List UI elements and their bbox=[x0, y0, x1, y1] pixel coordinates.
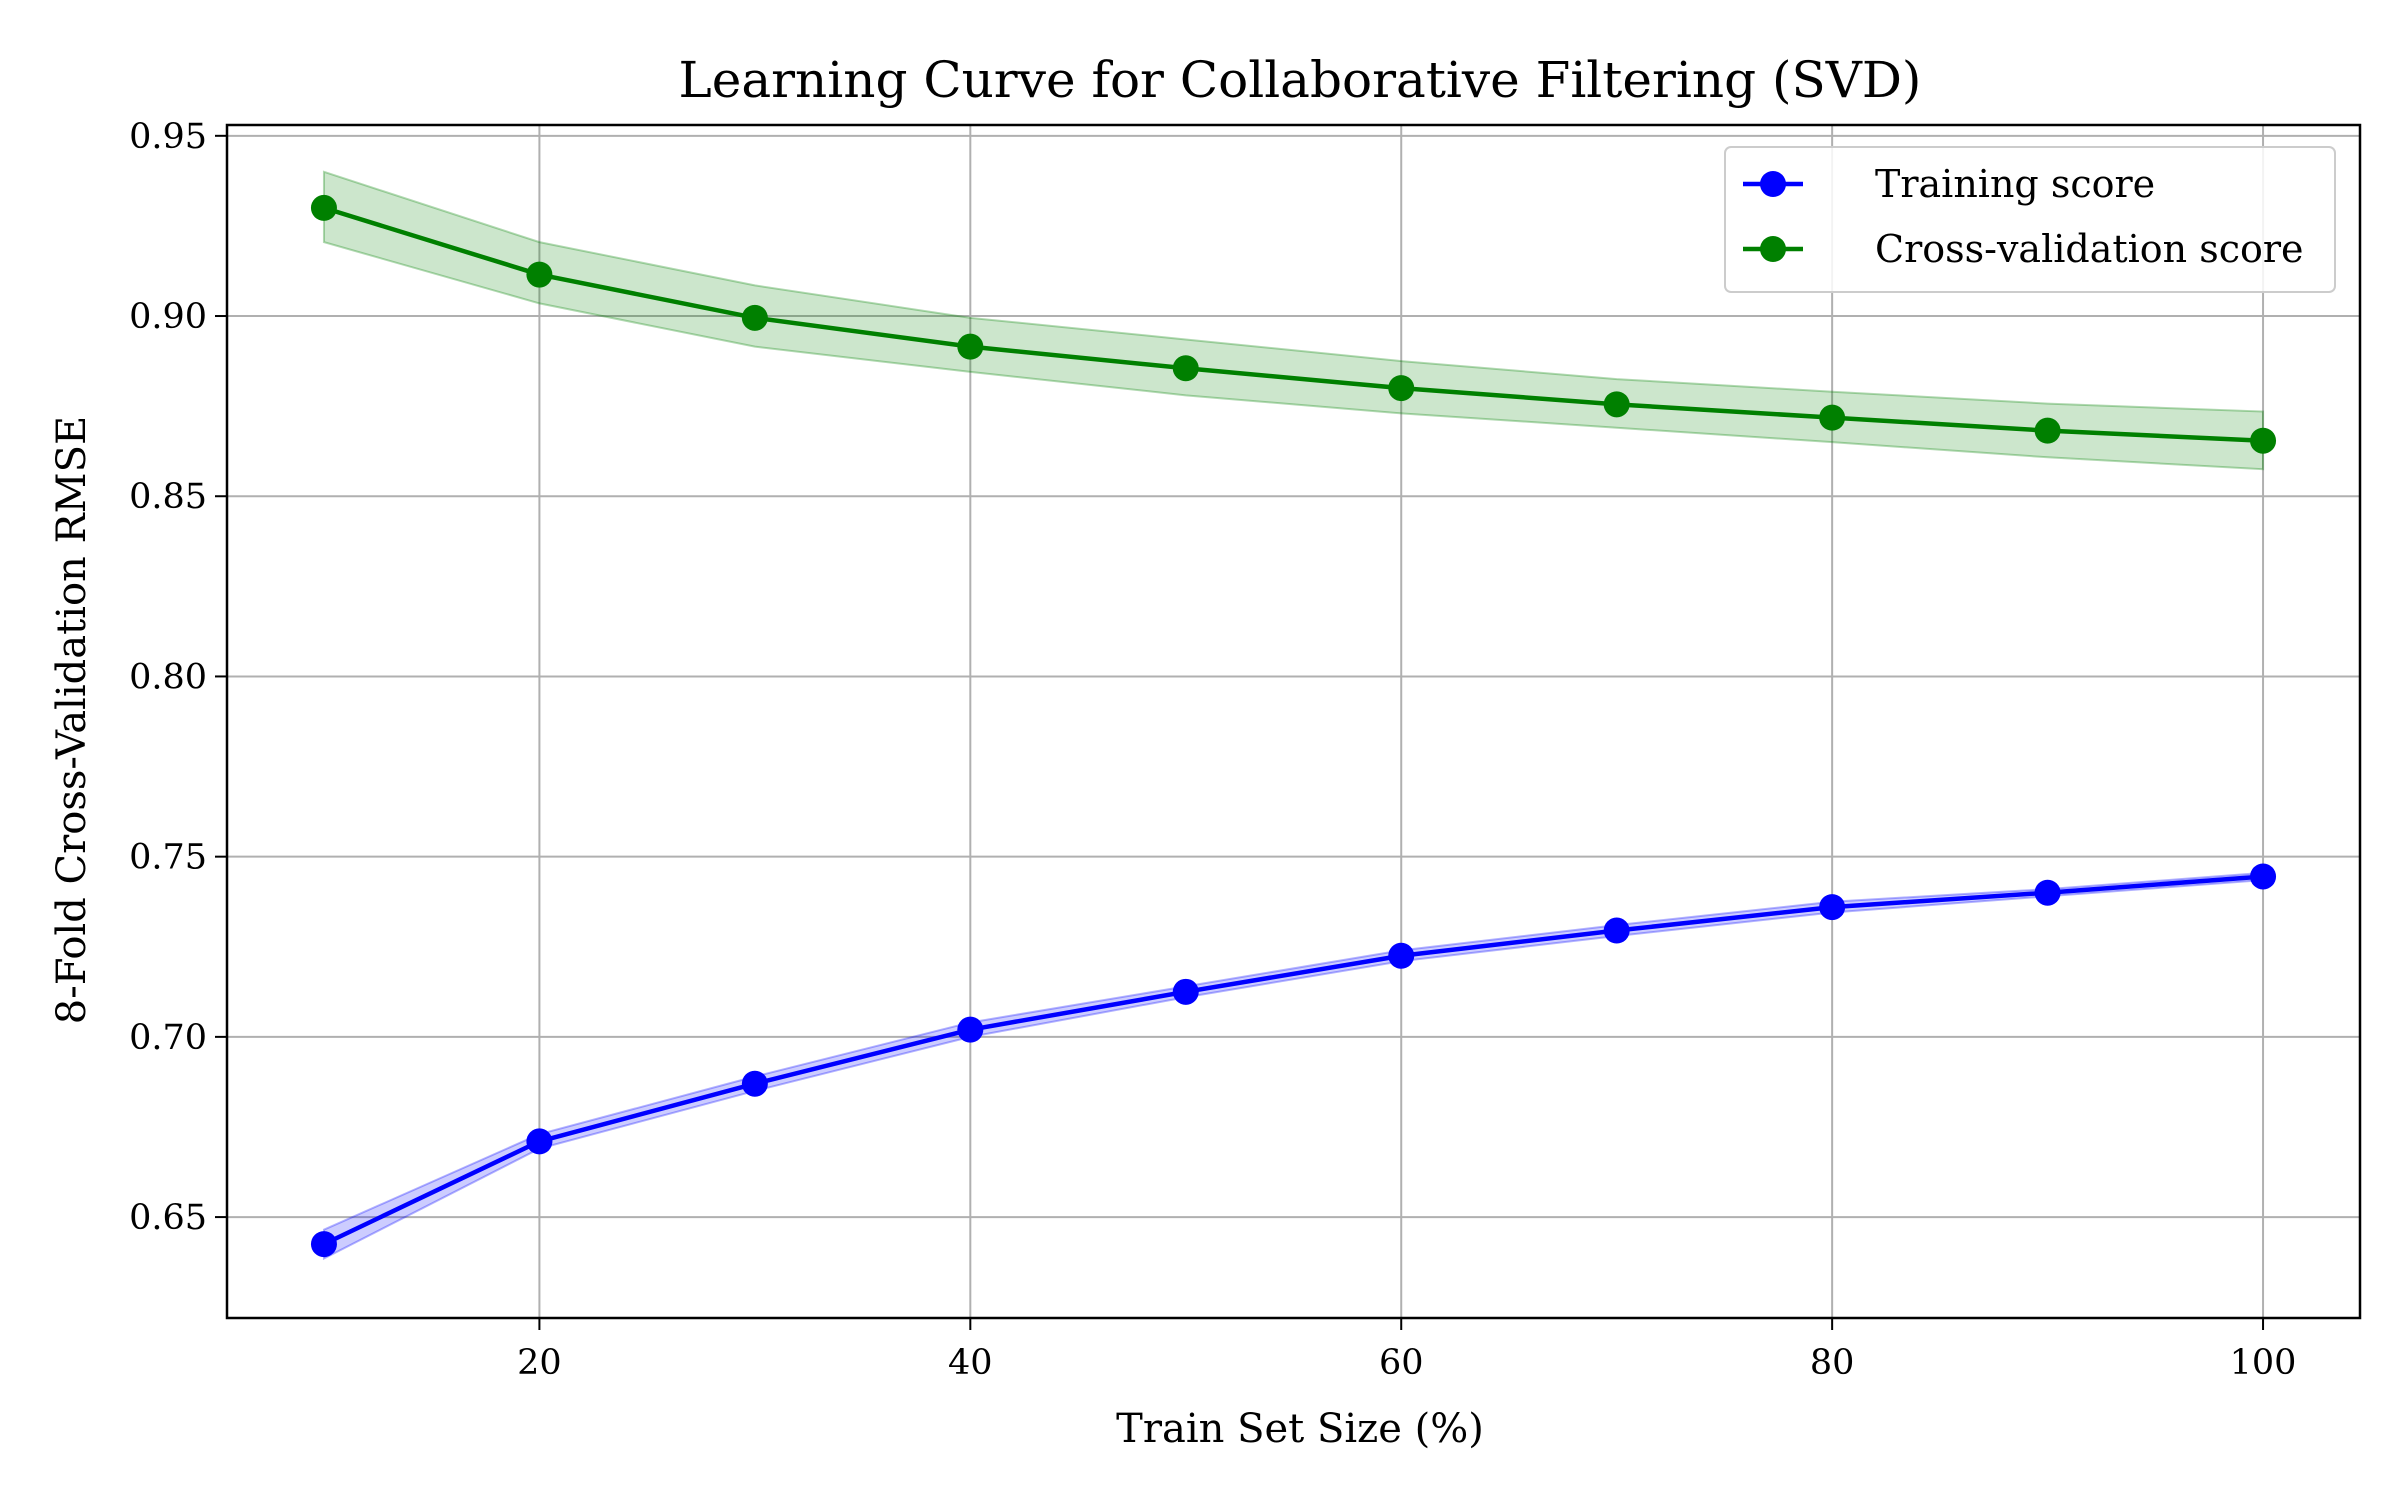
legend-training-marker bbox=[1760, 171, 1786, 197]
training-score-point bbox=[1388, 942, 1415, 969]
training-score-point bbox=[1172, 978, 1199, 1005]
x-tick-label: 60 bbox=[1379, 1343, 1424, 1383]
y-tick-label: 0.80 bbox=[129, 657, 207, 697]
training-score-point bbox=[526, 1128, 553, 1155]
legend-box bbox=[1724, 146, 2336, 293]
cross-validation-score-point bbox=[1388, 375, 1415, 402]
training-score-line bbox=[322, 874, 2264, 1247]
training-score-point bbox=[2034, 879, 2061, 906]
y-tick-label: 0.75 bbox=[129, 838, 207, 878]
x-tick-label: 100 bbox=[2230, 1343, 2297, 1383]
y-axis-label: 8-Fold Cross-Validation RMSE bbox=[49, 416, 95, 1024]
training-score-point bbox=[957, 1016, 984, 1043]
cross-validation-score-point bbox=[741, 304, 768, 331]
legend-training-label: Training score bbox=[1875, 162, 2155, 206]
cross-validation-std-band bbox=[322, 170, 2265, 471]
training-score-point bbox=[1819, 894, 1846, 921]
axis-ticks: 20 40 60 80 100 0.65 0.70 0.75 0.80 0.85 0.90 0.95 bbox=[129, 117, 2296, 1383]
chart-title: Learning Curve for Collaborative Filteri… bbox=[679, 51, 1922, 109]
legend-cross-validation-label: Cross-validation score bbox=[1875, 227, 2304, 271]
x-tick-label: 40 bbox=[948, 1343, 993, 1383]
training-score-point bbox=[310, 1231, 337, 1258]
cross-validation-score-point bbox=[2250, 427, 2277, 454]
data-series bbox=[310, 194, 2277, 1258]
x-tick-label: 20 bbox=[517, 1343, 562, 1383]
y-tick-label: 0.70 bbox=[129, 1018, 207, 1058]
cross-validation-score-point bbox=[2034, 417, 2061, 444]
training-score-point bbox=[741, 1070, 768, 1097]
cross-validation-score-point bbox=[1172, 355, 1199, 382]
legend: Training score Cross-validation score bbox=[1724, 146, 2336, 293]
cross-validation-score-point bbox=[1819, 404, 1846, 431]
x-axis-label: Train Set Size (%) bbox=[1116, 1406, 1484, 1452]
cross-validation-score-point bbox=[310, 194, 337, 221]
cross-validation-score-point bbox=[957, 333, 984, 360]
y-tick-label: 0.65 bbox=[129, 1198, 207, 1238]
cross-validation-score-line bbox=[323, 205, 2264, 443]
y-tick-label: 0.90 bbox=[129, 297, 207, 337]
y-tick-label: 0.95 bbox=[129, 117, 207, 157]
cross-validation-score-point bbox=[1603, 391, 1630, 418]
grid-lines bbox=[227, 125, 2360, 1318]
plot-frame bbox=[225, 123, 2362, 1320]
legend-cross-validation-marker bbox=[1760, 236, 1786, 262]
training-score-point bbox=[1603, 917, 1630, 944]
x-tick-label: 80 bbox=[1810, 1343, 1855, 1383]
y-tick-label: 0.85 bbox=[129, 477, 207, 517]
training-score-point bbox=[2250, 863, 2277, 890]
cross-validation-score-point bbox=[526, 261, 553, 288]
